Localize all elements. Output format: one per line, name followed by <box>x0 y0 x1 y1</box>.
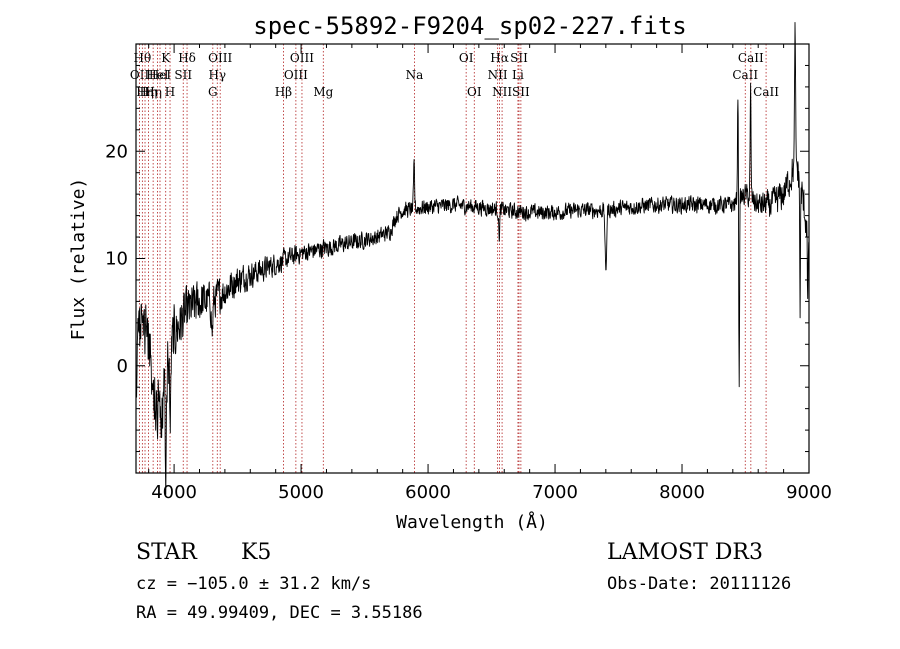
x-tick-label: 8000 <box>659 482 705 503</box>
line-marker-label: Hη <box>140 85 158 99</box>
plot-frame <box>135 43 810 474</box>
line-marker-label: Li <box>512 68 524 82</box>
line-marker-label: HeI <box>149 68 172 82</box>
line-marker-label: Hδ <box>178 51 196 65</box>
line-marker-label: G <box>208 85 218 99</box>
x-axis-label: Wavelength (Å) <box>396 511 548 533</box>
line-marker-label: Hθ <box>133 51 151 65</box>
line-marker-label: NII <box>488 68 508 82</box>
emission-line-markers: OIIHθHηHηHηHeIHeIKHSIIHδGHγOIIIHβOIIIOII… <box>130 44 779 473</box>
x-tick-label: 5000 <box>278 482 324 503</box>
line-marker-label: CaII <box>738 51 764 65</box>
line-marker-label: Na <box>406 68 424 82</box>
axis-ticks: 4000 5000 6000 7000 8000 9000 0 10 20 <box>105 44 832 503</box>
line-marker-label: OIII <box>208 51 232 65</box>
line-marker-label: OIII <box>290 51 314 65</box>
y-tick-label: 10 <box>105 249 128 270</box>
y-tick-label: 20 <box>105 141 128 162</box>
line-marker-label: Hη <box>144 85 162 99</box>
x-tick-label: 9000 <box>786 482 832 503</box>
spectrum-series <box>135 22 810 495</box>
line-marker-label: NII <box>492 85 512 99</box>
line-marker-label: CaII <box>732 68 758 82</box>
chart-title: spec-55892-F9204_sp02-227.fits <box>253 12 686 40</box>
y-tick-label: 0 <box>117 356 128 377</box>
line-marker-label: HeI <box>146 68 169 82</box>
x-tick-label: 4000 <box>151 482 197 503</box>
line-marker-label: OIII <box>284 68 308 82</box>
line-marker-label: OII <box>130 68 150 82</box>
line-marker-label: Hα <box>490 51 509 65</box>
redshift-readout: cz = −105.0 ± 31.2 km/s <box>136 574 372 594</box>
observation-date: Obs-Date: 20111126 <box>607 574 792 594</box>
line-marker-label: H <box>165 85 175 99</box>
line-marker-label: OI <box>459 51 474 65</box>
survey-name: LAMOST DR3 <box>607 540 763 565</box>
line-marker-label: Hη <box>136 85 154 99</box>
line-marker-label: Hβ <box>275 85 292 99</box>
line-marker-label: CaII <box>753 85 779 99</box>
y-axis-label: Flux (relative) <box>68 178 89 341</box>
spectrum-line <box>135 22 810 495</box>
line-marker-label: SII <box>174 68 192 82</box>
coordinates-readout: RA = 49.99409, DEC = 3.55186 <box>136 603 423 623</box>
line-marker-label: SII <box>512 85 530 99</box>
x-tick-label: 7000 <box>532 482 578 503</box>
line-marker-label: Hγ <box>208 68 226 82</box>
x-tick-label: 6000 <box>405 482 451 503</box>
object-subclass: K5 <box>241 540 272 565</box>
line-marker-label: K <box>161 51 171 65</box>
line-marker-label: OI <box>467 85 482 99</box>
object-class: STAR <box>136 540 197 565</box>
line-marker-label: SII <box>510 51 528 65</box>
line-marker-label: Mg <box>313 85 333 99</box>
